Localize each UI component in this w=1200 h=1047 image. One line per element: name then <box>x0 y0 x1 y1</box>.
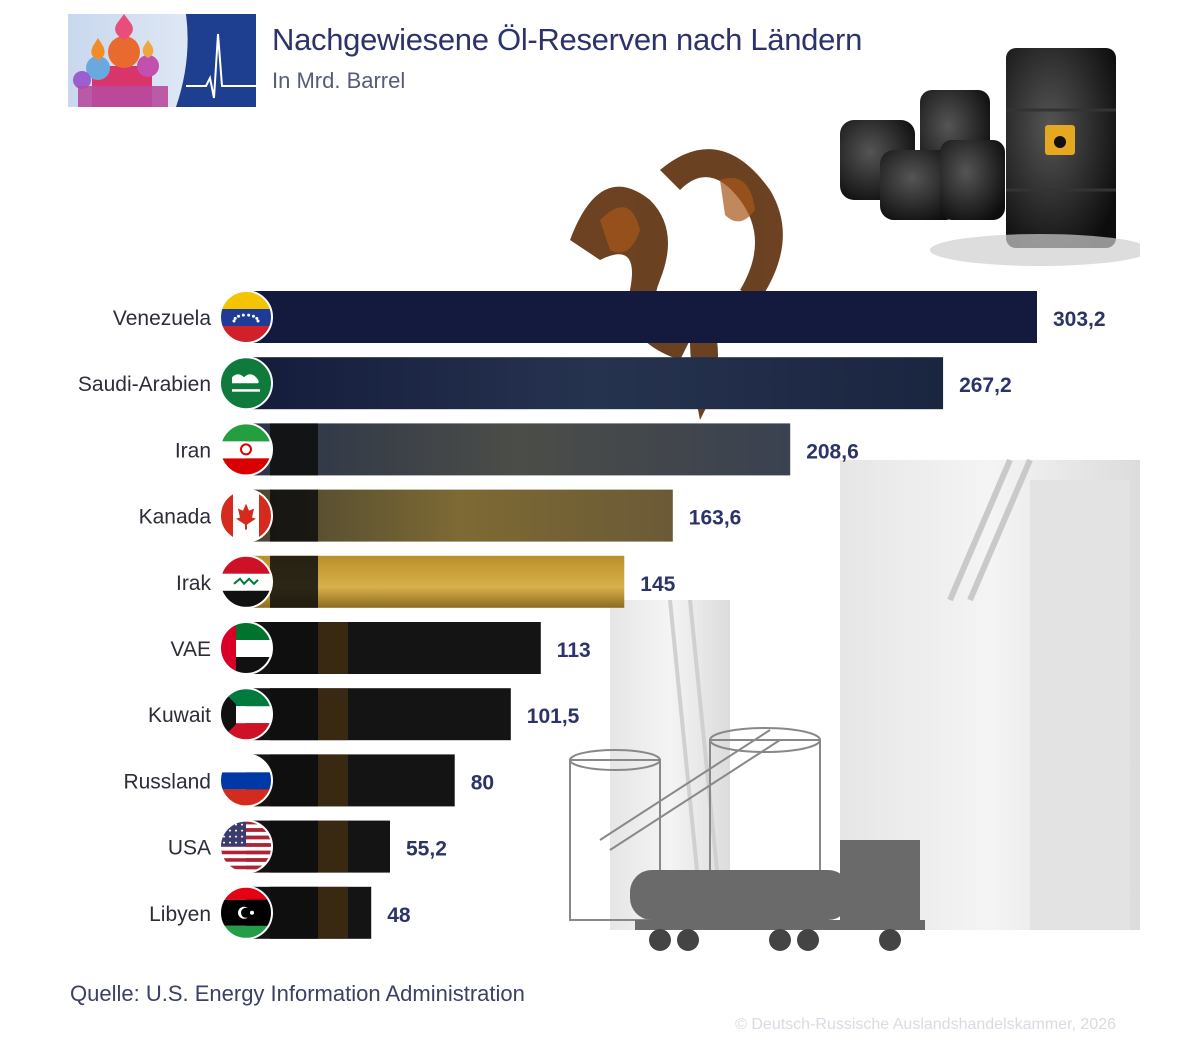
value-label-irak: 145 <box>640 573 675 596</box>
value-label-russland: 80 <box>471 771 494 794</box>
category-label-irak: Irak <box>176 572 212 595</box>
flag-usa-icon <box>219 819 273 874</box>
flag-russia-icon <box>219 753 273 808</box>
bar-venezuela <box>246 291 1037 343</box>
category-label-iran: Iran <box>175 439 211 462</box>
category-label-russland: Russland <box>123 770 211 793</box>
value-label-libyen: 48 <box>387 904 411 927</box>
bar-shadow-vae <box>270 622 318 674</box>
page-subtitle: In Mrd. Barrel <box>272 68 406 93</box>
flag-iran-icon <box>219 422 273 477</box>
source-note: Quelle: U.S. Energy Information Administ… <box>70 981 525 1006</box>
copyright-note: © Deutsch-Russische Auslandshandelskamme… <box>735 1016 1116 1033</box>
value-label-usa: 55,2 <box>406 838 447 861</box>
category-label-vae: VAE <box>171 638 211 661</box>
category-label-usa: USA <box>168 837 211 860</box>
value-label-kanada: 163,6 <box>689 507 742 530</box>
flag-iraq-icon <box>219 554 273 609</box>
bar-shadow-libyen <box>270 886 318 939</box>
flag-saudi-arabia-icon <box>219 356 273 411</box>
flag-uae-icon <box>219 621 273 675</box>
bar-glow-kuwait <box>318 688 348 741</box>
bar-glow-vae <box>318 622 348 674</box>
flag-canada-icon <box>219 488 273 543</box>
flag-venezuela-icon <box>219 290 273 344</box>
category-label-venezuela: Venezuela <box>113 307 211 330</box>
logo <box>68 14 256 107</box>
category-label-saudi-arabien: Saudi-Arabien <box>78 373 211 396</box>
bar-glow-libyen <box>318 886 348 939</box>
page-title: Nachgewiesene Öl-Reserven nach Ländern <box>272 22 863 57</box>
value-label-iran: 208,6 <box>806 440 859 463</box>
flag-kuwait-icon <box>219 687 273 742</box>
bar-shadow-iran <box>270 423 318 476</box>
bar-shadow-kanada <box>270 489 318 542</box>
bar-shadow-irak <box>270 555 318 608</box>
value-label-kuwait: 101,5 <box>527 705 580 728</box>
bar-shadow-kuwait <box>270 688 318 741</box>
category-label-kanada: Kanada <box>139 506 212 529</box>
category-label-kuwait: Kuwait <box>148 704 211 727</box>
oil-industry-illustration-icon <box>569 48 1140 951</box>
bar-shadow-usa <box>270 820 318 873</box>
value-label-venezuela: 303,2 <box>1053 308 1106 331</box>
kremlin-heartbeat-logo-icon <box>68 14 256 107</box>
bar-saudi-arabien <box>246 357 944 410</box>
category-label-libyen: Libyen <box>149 903 211 926</box>
flag-libya-icon <box>219 885 273 940</box>
bar-glow-usa <box>318 820 348 873</box>
bar-shadow-russland <box>270 754 318 807</box>
bar-iran <box>246 423 791 476</box>
bar-glow-russland <box>318 754 348 807</box>
value-label-saudi-arabien: 267,2 <box>959 374 1012 397</box>
value-label-vae: 113 <box>557 639 591 662</box>
